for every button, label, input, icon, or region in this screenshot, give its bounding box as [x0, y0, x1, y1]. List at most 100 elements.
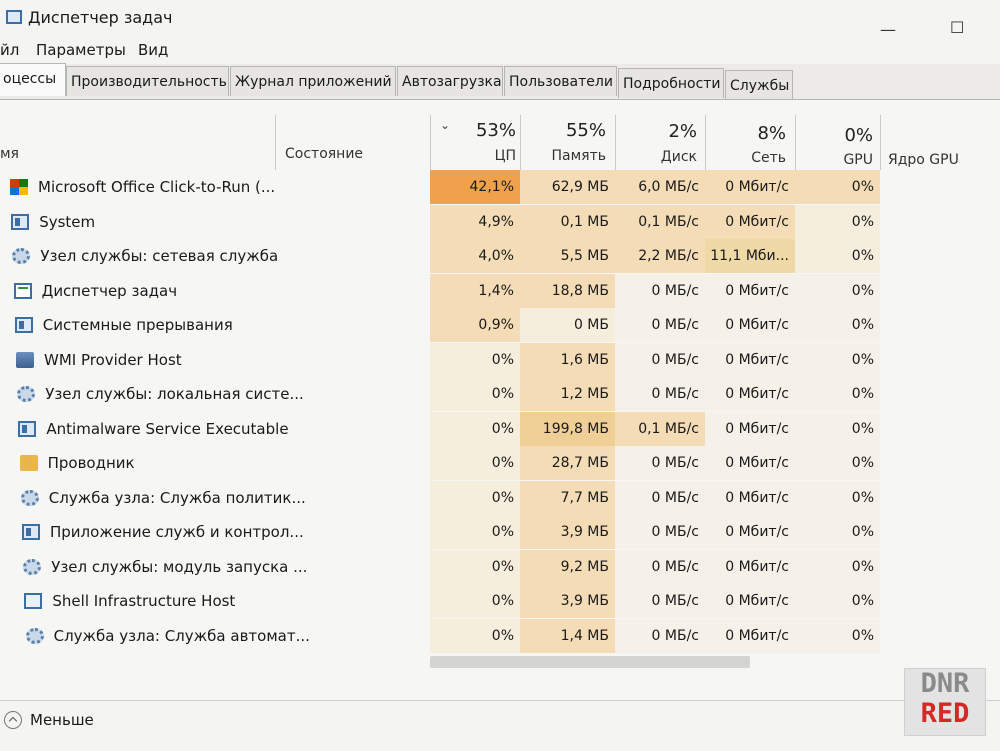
network-cell: 0 Мбит/с	[705, 342, 795, 377]
gpu-cell: 0%	[795, 515, 880, 549]
gpu-cell: 0%	[795, 411, 880, 446]
tab-details[interactable]: Подробности	[618, 68, 724, 98]
menu-view[interactable]: Вид	[138, 41, 169, 59]
memory-cell: 1,2 МБ	[520, 377, 615, 411]
cpu-total: 53%	[475, 120, 516, 141]
column-divider[interactable]	[275, 115, 276, 170]
disk-total: 2%	[668, 121, 697, 142]
column-name-header[interactable]: мя	[0, 146, 19, 162]
process-row[interactable]: Служба узла: Служба политик... 0% 7,7 МБ 0 …	[0, 480, 1000, 515]
process-name: Microsoft Office Click-to-Run (...	[38, 178, 276, 196]
memory-cell: 3,9 МБ	[520, 584, 615, 618]
cpu-cell: 0%	[430, 549, 520, 584]
column-gpu-header[interactable]: GPU	[843, 152, 873, 168]
network-cell: 0 Мбит/с	[705, 170, 795, 204]
process-row[interactable]: Узел службы: модуль запуска ... 0% 9,2 МБ 0…	[0, 549, 1000, 584]
disk-cell: 0 МБ/с	[615, 480, 705, 515]
column-divider[interactable]	[795, 115, 796, 170]
cpu-cell: 0,9%	[430, 308, 520, 342]
process-row[interactable]: Диспетчер задач 1,4% 18,8 МБ 0 МБ/с 0 Мбит/с…	[0, 273, 1000, 308]
column-cpu-header[interactable]: ЦП	[494, 148, 516, 164]
disk-cell: 0 МБ/с	[615, 515, 705, 549]
column-memory-header[interactable]: Память	[551, 148, 607, 164]
maximize-button[interactable]: ☐	[950, 18, 965, 37]
gear-icon	[12, 248, 31, 264]
tab-services[interactable]: Службы	[725, 70, 793, 100]
process-name: Диспетчер задач	[41, 281, 178, 300]
disk-cell: 2,2 МБ/с	[615, 239, 705, 273]
memory-cell: 1,6 МБ	[520, 342, 615, 377]
process-row[interactable]: Узел службы: сетевая служба 4,0% 5,5 МБ 2,2…	[0, 239, 1000, 273]
tab-processes[interactable]: оцессы	[0, 63, 66, 96]
column-status-header[interactable]: Состояние	[285, 146, 364, 162]
process-name: System	[39, 212, 96, 231]
gpu-cell: 0%	[795, 377, 880, 411]
column-divider[interactable]	[430, 115, 431, 170]
process-row[interactable]: Microsoft Office Click-to-Run (... 42,1% 6…	[0, 170, 1000, 204]
process-row[interactable]: Проводник 0% 28,7 МБ 0 МБ/с 0 Мбит/с 0%	[0, 446, 1000, 480]
process-row[interactable]: Служба узла: Служба автомат... 0% 1,4 МБ 0 …	[0, 618, 1000, 653]
folder-icon	[19, 455, 38, 471]
disk-cell: 0 МБ/с	[615, 273, 705, 308]
cpu-cell: 0%	[430, 446, 520, 480]
disk-cell: 0,1 МБ/с	[615, 204, 705, 239]
column-divider[interactable]	[520, 115, 521, 170]
process-row[interactable]: Узел службы: локальная систе... 0% 1,2 МБ 0…	[0, 377, 1000, 411]
process-row[interactable]: Системные прерывания 0,9% 0 МБ 0 МБ/с 0 Мбит…	[0, 308, 1000, 342]
tab-users[interactable]: Пользователи	[504, 66, 617, 96]
disk-cell: 0 МБ/с	[615, 584, 705, 618]
watermark-line-2: RED	[920, 698, 970, 729]
horizontal-scrollbar[interactable]	[430, 656, 750, 668]
memory-cell: 1,4 МБ	[520, 618, 615, 653]
footer: Меньше	[0, 700, 1000, 751]
memory-cell: 9,2 МБ	[520, 549, 615, 584]
tab-app-history[interactable]: Журнал приложений	[230, 66, 396, 96]
disk-cell: 0 МБ/с	[615, 618, 705, 653]
process-row[interactable]: Antimalware Service Executable 0% 199,8 МБ…	[0, 411, 1000, 446]
chevron-up-icon[interactable]	[4, 711, 22, 729]
menu-file[interactable]: йл	[0, 41, 20, 59]
disk-cell: 0 МБ/с	[615, 549, 705, 584]
title-bar: Диспетчер задач — ☐	[0, 0, 1000, 39]
process-row[interactable]: Приложение служб и контрол... 0% 3,9 МБ 0 М…	[0, 515, 1000, 549]
column-divider[interactable]	[705, 115, 706, 170]
column-divider[interactable]	[615, 115, 616, 170]
window-icon	[14, 317, 33, 333]
window-icon	[11, 213, 30, 230]
cpu-cell: 0%	[430, 342, 520, 377]
menu-options[interactable]: Параметры	[36, 41, 126, 59]
memory-cell: 62,9 МБ	[520, 170, 615, 204]
task-manager-icon	[6, 10, 22, 24]
process-row[interactable]: System 4,9% 0,1 МБ 0,1 МБ/с 0 Мбит/с 0%	[0, 204, 1000, 239]
fewer-details-button[interactable]: Меньше	[30, 711, 94, 729]
process-row[interactable]: WMI Provider Host 0% 1,6 МБ 0 МБ/с 0 Мбит/с 0…	[0, 342, 1000, 377]
gpu-cell: 0%	[795, 273, 880, 308]
memory-cell: 5,5 МБ	[520, 239, 615, 273]
network-cell: 0 Мбит/с	[705, 515, 795, 549]
column-divider[interactable]	[880, 115, 881, 170]
process-name: Узел службы: модуль запуска ...	[51, 557, 308, 576]
disk-cell: 0 МБ/с	[615, 377, 705, 411]
process-name: Системные прерывания	[42, 316, 233, 334]
network-cell: 0 Мбит/с	[705, 618, 795, 653]
gpu-cell: 0%	[795, 308, 880, 342]
process-name: Служба узла: Служба автомат...	[53, 626, 310, 645]
memory-cell: 0 МБ	[520, 308, 615, 342]
network-total: 8%	[757, 123, 786, 144]
gpu-cell: 0%	[795, 480, 880, 515]
process-row[interactable]: Shell Infrastructure Host 0% 3,9 МБ 0 МБ/с 0…	[0, 584, 1000, 618]
column-gpu-engine-header[interactable]: Ядро GPU	[888, 152, 959, 168]
column-network-header[interactable]: Сеть	[751, 150, 786, 166]
column-disk-header[interactable]: Диск	[660, 149, 697, 165]
gpu-cell: 0%	[795, 239, 880, 273]
gear-icon	[17, 386, 36, 402]
gpu-cell: 0%	[795, 204, 880, 239]
network-cell: 0 Мбит/с	[705, 204, 795, 239]
tab-startup[interactable]: Автозагрузка	[397, 66, 503, 96]
cpu-cell: 0%	[430, 377, 520, 411]
cpu-cell: 0%	[430, 411, 520, 446]
minimize-button[interactable]: —	[880, 20, 896, 39]
tab-performance[interactable]: Производительность	[66, 66, 229, 96]
network-cell: 0 Мбит/с	[705, 549, 795, 584]
memory-total: 55%	[565, 120, 606, 141]
